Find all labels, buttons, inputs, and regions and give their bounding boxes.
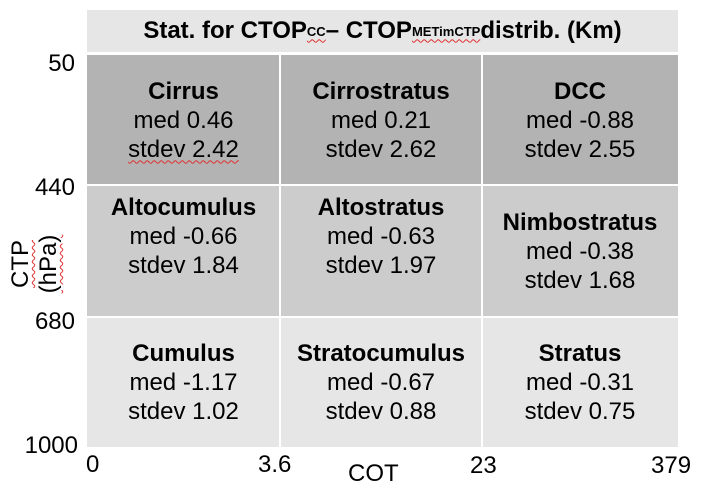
cell-stdev: stdev 2.55 bbox=[524, 135, 636, 163]
cell-stdev: stdev 1.02 bbox=[128, 397, 239, 425]
cell-med: med 0.46 bbox=[133, 106, 234, 134]
cell-dcc: DCC med -0.88 stdev 2.55 bbox=[482, 55, 678, 185]
cell-med: med 0.21 bbox=[330, 106, 432, 134]
cell-name: Altocumulus bbox=[110, 193, 257, 221]
cell-altostratus: Altostratus med -0.63 stdev 1.97 bbox=[280, 185, 482, 317]
cell-name: Stratus bbox=[538, 339, 622, 367]
title-sub-cc: CC bbox=[306, 23, 326, 39]
title-prefix: Stat. for CTOP bbox=[143, 17, 307, 44]
cell-name: Stratocumulus bbox=[296, 339, 466, 367]
divider-vertical-2 bbox=[481, 55, 483, 447]
x-tick-label: 3.6 bbox=[258, 451, 292, 478]
title-sub-metimctp: METimCTP bbox=[411, 23, 481, 39]
cell-stdev: stdev 1.97 bbox=[325, 251, 437, 279]
cell-stdev: stdev 2.62 bbox=[325, 135, 437, 163]
x-axis-label: COT bbox=[348, 460, 399, 487]
cell-altocumulus: Altocumulus med -0.66 stdev 1.84 bbox=[87, 185, 280, 317]
cell-med: med -1.17 bbox=[129, 368, 238, 396]
cell-name: DCC bbox=[554, 77, 606, 105]
divider-horizontal-1 bbox=[87, 184, 678, 186]
cloud-type-grid: Cirrus med 0.46 stdev 2.42 Cirrostratus … bbox=[87, 55, 678, 447]
y-axis-label: CTP (hPa) bbox=[7, 234, 62, 294]
x-tick-label: 0 bbox=[86, 451, 100, 478]
divider-vertical-1 bbox=[279, 55, 281, 447]
cell-med: med -0.88 bbox=[525, 106, 635, 134]
cell-stratus: Stratus med -0.31 stdev 0.75 bbox=[482, 317, 678, 447]
cell-name: Cirrostratus bbox=[312, 77, 450, 105]
cell-nimbostratus: Nimbostratus med -0.38 stdev 1.68 bbox=[482, 185, 678, 317]
cell-name: Cumulus bbox=[132, 339, 235, 367]
title-suffix: distrib. (Km) bbox=[480, 17, 622, 44]
diagram-title: Stat. for CTOP CC – CTOP METimCTP distrib.… bbox=[87, 10, 678, 54]
cell-med: med -0.63 bbox=[326, 222, 436, 250]
y-tick-label: 440 bbox=[34, 174, 75, 201]
cell-stdev: stdev 0.88 bbox=[325, 397, 437, 425]
y-tick-label: 1000 bbox=[24, 432, 78, 459]
divider-horizontal-2 bbox=[87, 316, 678, 318]
cell-stdev: stdev 1.84 bbox=[128, 251, 239, 279]
x-tick-label: 23 bbox=[470, 452, 497, 479]
cell-med: med -0.38 bbox=[525, 237, 635, 265]
cell-med: med -0.67 bbox=[326, 368, 436, 396]
cell-cirrostratus: Cirrostratus med 0.21 stdev 2.62 bbox=[280, 55, 482, 185]
y-tick-label: 50 bbox=[48, 50, 75, 77]
cell-stdev: stdev 1.68 bbox=[524, 266, 636, 294]
cell-stdev: stdev 0.75 bbox=[524, 397, 636, 425]
cell-name: Cirrus bbox=[148, 77, 219, 105]
cell-med: med -0.66 bbox=[129, 222, 238, 250]
title-middle: – CTOP bbox=[325, 17, 412, 44]
cell-name: Nimbostratus bbox=[502, 208, 658, 236]
cell-stdev: stdev 2.42 bbox=[128, 135, 239, 163]
cell-stratocumulus: Stratocumulus med -0.67 stdev 0.88 bbox=[280, 317, 482, 447]
cell-cirrus: Cirrus med 0.46 stdev 2.42 bbox=[87, 55, 280, 185]
cell-cumulus: Cumulus med -1.17 stdev 1.02 bbox=[87, 317, 280, 447]
cell-name: Altostratus bbox=[317, 193, 445, 221]
y-tick-label: 680 bbox=[34, 308, 75, 335]
cell-med: med -0.31 bbox=[525, 368, 635, 396]
x-tick-label: 379 bbox=[651, 452, 692, 479]
